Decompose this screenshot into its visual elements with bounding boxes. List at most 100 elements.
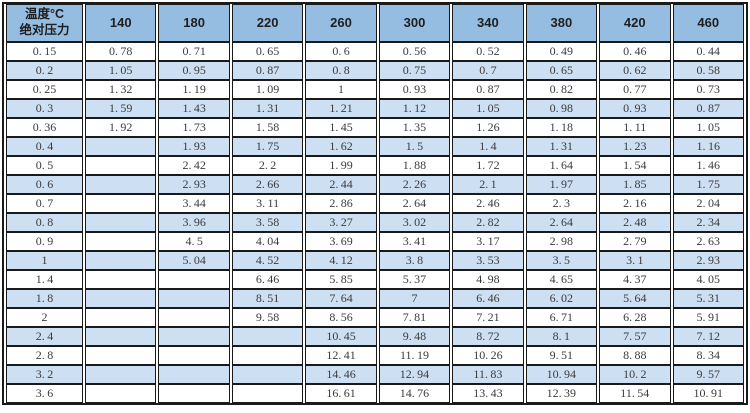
value-cell: 0. 62 — [599, 61, 671, 80]
table-body: 0. 15 0. 78 0. 71 0. 65 0. 6 0. 56 0. 52 0. 49 0… — [6, 42, 744, 403]
pressure-cell: 2 — [6, 308, 83, 327]
value-cell: 0. 6 — [305, 42, 377, 61]
value-cell: 7. 21 — [452, 308, 524, 327]
value-cell: 6. 71 — [525, 308, 598, 327]
table-row: 1. 4 6. 46 5. 85 5. 37 4. 98 4. 65 4. 37 4. 05 — [6, 270, 744, 289]
pressure-cell: 0. 9 — [6, 232, 83, 251]
value-cell: 1. 97 — [525, 175, 598, 194]
table-row: 0. 15 0. 78 0. 71 0. 65 0. 6 0. 56 0. 52 0. 49 0… — [6, 42, 744, 61]
table-row: 2. 8 12. 41 11. 19 10. 26 9. 51 8. 88 8. 34 — [6, 346, 744, 365]
value-cell: 0. 95 — [158, 61, 230, 80]
header-row: 温度°C 绝对压力 140 180 220 260 300 340 380 420 460 — [6, 4, 744, 42]
value-cell — [158, 308, 230, 327]
table-row: 2. 4 10. 45 9. 48 8. 72 8. 1 7. 57 7. 12 — [6, 327, 744, 346]
value-cell: 1 — [305, 80, 377, 99]
value-cell: 1. 05 — [85, 61, 157, 80]
value-cell: 2. 2 — [231, 156, 304, 175]
value-cell — [85, 175, 157, 194]
value-cell: 9. 57 — [672, 365, 744, 384]
value-cell: 0. 87 — [231, 61, 304, 80]
value-cell: 3. 27 — [305, 213, 377, 232]
value-cell — [85, 251, 157, 270]
value-cell: 1. 26 — [452, 118, 524, 137]
value-cell: 0. 73 — [672, 80, 744, 99]
value-cell: 5. 91 — [672, 308, 744, 327]
value-cell — [85, 365, 157, 384]
pressure-cell: 2. 4 — [6, 327, 83, 346]
value-cell: 3. 8 — [378, 251, 451, 270]
pressure-cell: 1. 4 — [6, 270, 83, 289]
table-row: 3. 6 16. 61 14. 76 13. 43 12. 39 11. 54 10. 91 — [6, 384, 744, 403]
table-row: 0. 5 2. 42 2. 2 1. 99 1. 88 1. 72 1. 64 1. 54 1.… — [6, 156, 744, 175]
value-cell: 0. 75 — [378, 61, 451, 80]
value-cell: 3. 02 — [378, 213, 451, 232]
value-cell: 3. 69 — [305, 232, 377, 251]
value-cell: 2. 64 — [378, 194, 451, 213]
value-cell: 9. 48 — [378, 327, 451, 346]
value-cell — [85, 213, 157, 232]
pressure-cell: 3. 2 — [6, 365, 83, 384]
value-cell — [85, 137, 157, 156]
pressure-cell: 0. 8 — [6, 213, 83, 232]
value-cell: 2. 26 — [378, 175, 451, 194]
table-row: 0. 4 1. 93 1. 75 1. 62 1. 5 1. 4 1. 31 1. 23 1. … — [6, 137, 744, 156]
value-cell: 1. 43 — [158, 99, 230, 118]
value-cell — [85, 308, 157, 327]
value-cell: 1. 72 — [452, 156, 524, 175]
value-cell — [85, 346, 157, 365]
table-row: 2 9. 58 8. 56 7. 81 7. 21 6. 71 6. 28 5. 91 — [6, 308, 744, 327]
table-row: 0. 36 1. 92 1. 73 1. 58 1. 45 1. 35 1. 26 1. 18… — [6, 118, 744, 137]
table-row: 0. 2 1. 05 0. 95 0. 87 0. 8 0. 75 0. 7 0. 65 0. … — [6, 61, 744, 80]
value-cell: 2. 3 — [525, 194, 598, 213]
value-cell: 1. 09 — [231, 80, 304, 99]
value-cell: 0. 77 — [599, 80, 671, 99]
value-cell: 1. 05 — [452, 99, 524, 118]
temperature-header-cell: 460 — [672, 4, 744, 42]
table-row: 0. 6 2. 93 2. 66 2. 44 2. 26 2. 1 1. 97 1. 85 1.… — [6, 175, 744, 194]
value-cell: 11. 54 — [599, 384, 671, 403]
value-cell — [85, 289, 157, 308]
value-cell: 3. 1 — [599, 251, 671, 270]
value-cell: 16. 61 — [305, 384, 377, 403]
value-cell: 2. 86 — [305, 194, 377, 213]
temperature-header-cell: 260 — [305, 4, 377, 42]
value-cell: 8. 56 — [305, 308, 377, 327]
value-cell: 1. 5 — [378, 137, 451, 156]
value-cell: 12. 94 — [378, 365, 451, 384]
value-cell: 0. 58 — [672, 61, 744, 80]
value-cell: 2. 04 — [672, 194, 744, 213]
value-cell: 8. 1 — [525, 327, 598, 346]
value-cell: 12. 39 — [525, 384, 598, 403]
value-cell: 5. 85 — [305, 270, 377, 289]
value-cell: 3. 96 — [158, 213, 230, 232]
value-cell: 0. 44 — [672, 42, 744, 61]
value-cell: 12. 41 — [305, 346, 377, 365]
value-cell: 2. 16 — [599, 194, 671, 213]
value-cell: 1. 12 — [378, 99, 451, 118]
value-cell: 0. 82 — [525, 80, 598, 99]
value-cell — [85, 384, 157, 403]
value-cell: 0. 7 — [452, 61, 524, 80]
table-row: 0. 3 1. 59 1. 43 1. 31 1. 21 1. 12 1. 05 0. 98 0… — [6, 99, 744, 118]
corner-header-temperature-label: 温度°C — [24, 7, 65, 22]
table-row: 0. 25 1. 32 1. 19 1. 09 1 0. 93 0. 87 0. 82 0. 7… — [6, 80, 744, 99]
value-cell: 1. 31 — [231, 99, 304, 118]
value-cell: 14. 46 — [305, 365, 377, 384]
pressure-temperature-table: 温度°C 绝对压力 140 180 220 260 300 340 380 420 460 0.… — [2, 2, 748, 405]
value-cell: 2. 93 — [158, 175, 230, 194]
value-cell: 2. 63 — [672, 232, 744, 251]
value-cell: 6. 02 — [525, 289, 598, 308]
value-cell: 0. 78 — [85, 42, 157, 61]
value-cell: 8. 51 — [231, 289, 304, 308]
value-cell: 7 — [378, 289, 451, 308]
value-cell: 2. 46 — [452, 194, 524, 213]
pressure-cell: 3. 6 — [6, 384, 83, 403]
value-cell — [158, 270, 230, 289]
value-cell: 1. 73 — [158, 118, 230, 137]
value-cell: 4. 05 — [672, 270, 744, 289]
value-cell — [85, 232, 157, 251]
value-cell: 1. 46 — [672, 156, 744, 175]
pressure-cell: 1 — [6, 251, 83, 270]
value-cell: 10. 94 — [525, 365, 598, 384]
value-cell: 0. 65 — [525, 61, 598, 80]
